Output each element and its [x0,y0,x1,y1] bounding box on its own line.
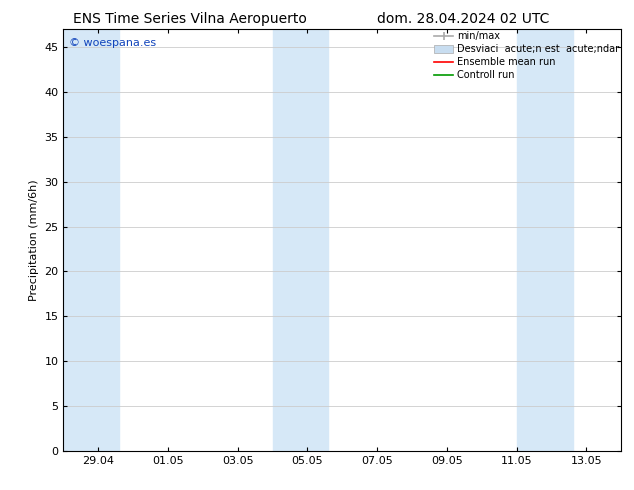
Bar [63,29,119,451]
Bar [517,29,573,451]
Bar [273,29,328,451]
Text: © woespana.es: © woespana.es [69,38,156,48]
Text: ENS Time Series Vilna Aeropuerto: ENS Time Series Vilna Aeropuerto [74,12,307,26]
Y-axis label: Precipitation (mm/6h): Precipitation (mm/6h) [29,179,39,301]
Legend: min/max, Desviaci  acute;n est  acute;ndar, Ensemble mean run, Controll run: min/max, Desviaci acute;n est acute;ndar… [434,31,619,80]
Text: dom. 28.04.2024 02 UTC: dom. 28.04.2024 02 UTC [377,12,549,26]
